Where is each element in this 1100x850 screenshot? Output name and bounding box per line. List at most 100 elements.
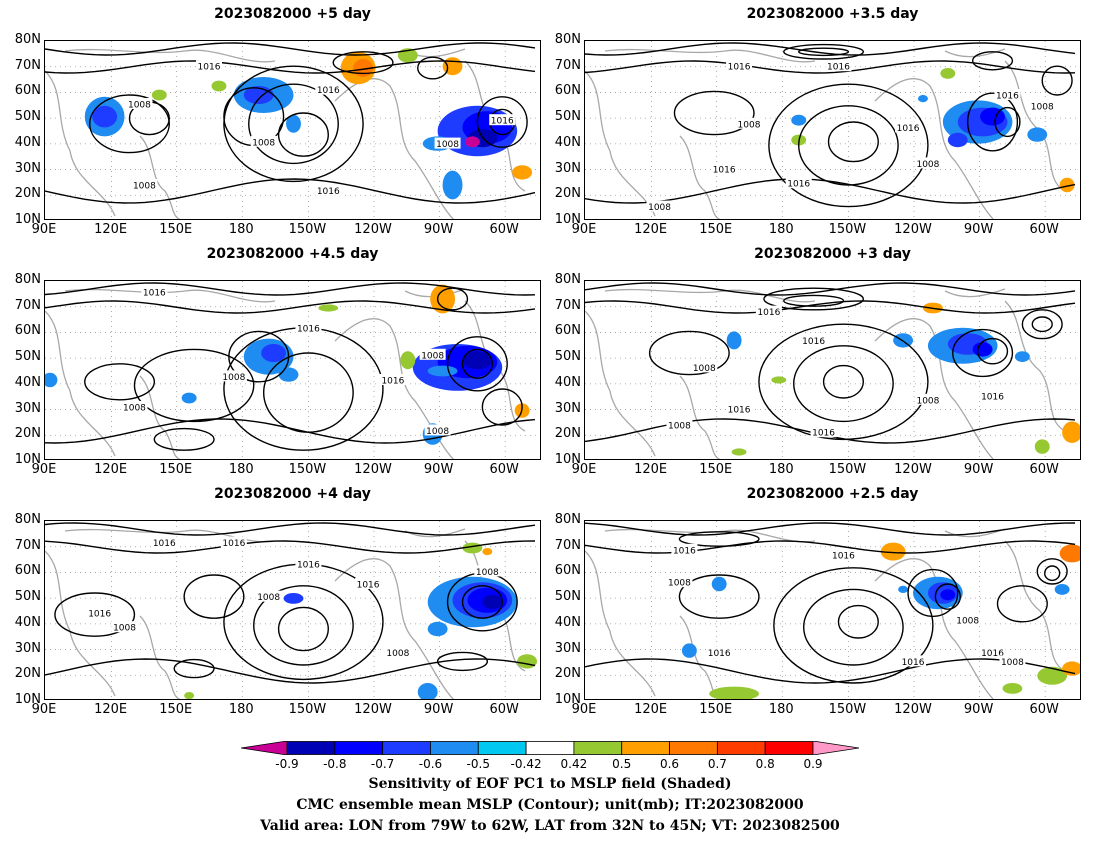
contour-label: 1008 bbox=[916, 396, 939, 406]
lon-tick-label: 150E bbox=[699, 222, 733, 237]
caption-line-2: CMC ensemble mean MSLP (Contour); unit(m… bbox=[296, 797, 804, 813]
lat-tick-label: 20N bbox=[554, 186, 581, 202]
contour-label: 1008 bbox=[421, 351, 444, 361]
contour-label: 1016 bbox=[802, 337, 825, 347]
lat-tick-label: 40N bbox=[554, 134, 581, 150]
contour-label: 1008 bbox=[252, 138, 275, 148]
mslp-contour bbox=[678, 531, 760, 547]
mslp-contour bbox=[971, 51, 1014, 71]
mslp-contour bbox=[461, 585, 503, 619]
map-canvas: 1016 1016 1008 1008 1016 1008 1008 bbox=[45, 281, 540, 459]
contour-label: 1016 bbox=[198, 63, 221, 73]
contour-label: 1008 bbox=[1001, 658, 1024, 668]
sensitivity-shade bbox=[283, 593, 304, 604]
map-panel: 1016 1016 1008 1008 1016 1008 1016 1008 bbox=[44, 40, 541, 220]
lon-tick-label: 120E bbox=[94, 222, 128, 237]
mslp-contour bbox=[585, 178, 1076, 204]
mslp-contour bbox=[585, 300, 1076, 314]
sensitivity-shade bbox=[791, 114, 807, 126]
colorbar-label: -0.9 bbox=[275, 757, 299, 771]
sensitivity-shade bbox=[1059, 177, 1075, 193]
sensitivity-shade bbox=[1002, 683, 1023, 694]
lat-tick-label: 20N bbox=[554, 426, 581, 442]
colorbar-label: 0.8 bbox=[755, 757, 775, 771]
contour-label: 1008 bbox=[426, 427, 449, 437]
mslp-contour bbox=[994, 106, 1021, 138]
colorbar-label: 0.5 bbox=[612, 757, 632, 771]
lat-tick-label: 60N bbox=[554, 563, 581, 579]
contour-label: 1016 bbox=[357, 581, 380, 591]
contour-label: 1016 bbox=[832, 552, 855, 562]
lon-tick-label: 120W bbox=[894, 702, 932, 717]
coastline bbox=[64, 48, 276, 63]
sensitivity-shade bbox=[92, 105, 118, 128]
contour-label: 1016 bbox=[673, 546, 696, 556]
lat-tick-label: 50N bbox=[14, 349, 41, 365]
lat-tick-label: 40N bbox=[14, 134, 41, 150]
lon-tick-label: 120E bbox=[634, 462, 668, 477]
contour-label: 1008 bbox=[133, 182, 156, 192]
contour-label: 1016 bbox=[143, 288, 166, 298]
sensitivity-shade bbox=[261, 344, 287, 362]
coastline bbox=[874, 318, 995, 459]
panel-title: 2023082000 +4 day bbox=[214, 486, 371, 502]
map-panel: 1016 1016 1008 1008 1016 1008 1008 bbox=[44, 280, 541, 460]
mslp-contour bbox=[976, 337, 1009, 365]
mslp-contour bbox=[173, 658, 215, 679]
lat-tick-label: 60N bbox=[14, 83, 41, 99]
lat-tick-label: 80N bbox=[14, 272, 41, 287]
sensitivity-shade bbox=[1014, 351, 1030, 362]
mslp-contour bbox=[183, 574, 245, 619]
mslp-contour bbox=[798, 47, 850, 57]
lon-tick-label: 180 bbox=[768, 462, 794, 477]
sensitivity-shade bbox=[181, 392, 197, 404]
lat-tick-label: 60N bbox=[14, 323, 41, 339]
caption-line-1: Sensitivity of EOF PC1 to MSLP field (Sh… bbox=[368, 776, 732, 792]
lon-tick-label: 120W bbox=[894, 222, 932, 237]
mslp-contour bbox=[45, 658, 536, 684]
map-canvas: 1016 1016 1008 1008 1016 1016 1008 1016 bbox=[585, 281, 1080, 459]
lat-tick-label: 80N bbox=[554, 512, 581, 527]
lon-tick-label: 150W bbox=[828, 702, 867, 717]
lat-tick-label: 20N bbox=[554, 666, 581, 682]
colorbar-segment bbox=[669, 741, 718, 755]
sensitivity-shade bbox=[417, 683, 438, 699]
contour-label: 1008 bbox=[257, 593, 280, 603]
coastline bbox=[45, 70, 116, 217]
lat-tick-label: 70N bbox=[14, 57, 41, 73]
lon-tick-label: 90W bbox=[423, 462, 454, 477]
mslp-contour bbox=[783, 294, 845, 307]
contour-label: 1016 bbox=[297, 324, 320, 334]
coastline bbox=[604, 48, 816, 63]
colorbar-segment bbox=[334, 741, 384, 755]
sensitivity-shade bbox=[427, 365, 458, 377]
sensitivity-shade bbox=[211, 80, 227, 92]
sensitivity-shade bbox=[512, 165, 533, 180]
coastline bbox=[944, 48, 1006, 58]
mslp-contour bbox=[436, 651, 489, 672]
sensitivity-shade bbox=[1027, 127, 1048, 142]
mslp-contour bbox=[934, 583, 961, 610]
contour-label: 1008 bbox=[648, 203, 671, 213]
coastline bbox=[1004, 60, 1066, 192]
lat-tick-label: 70N bbox=[554, 297, 581, 313]
colorbar-label: -0.8 bbox=[323, 757, 347, 771]
contour-label: 1008 bbox=[668, 422, 691, 432]
mslp-contour bbox=[802, 588, 904, 666]
contour-label: 1008 bbox=[222, 373, 245, 383]
lon-tick-label: 90W bbox=[963, 702, 994, 717]
contour-label: 1016 bbox=[491, 117, 514, 127]
mslp-contour bbox=[45, 522, 536, 536]
mslp-contour bbox=[54, 592, 136, 637]
contour-label: 1016 bbox=[812, 429, 835, 439]
lat-tick-label: 70N bbox=[554, 537, 581, 553]
colorbar-label: 0.6 bbox=[659, 757, 680, 771]
lat-tick-label: 40N bbox=[14, 614, 41, 630]
mslp-contour bbox=[585, 522, 1076, 536]
mslp-contour bbox=[446, 336, 508, 392]
coastline bbox=[585, 550, 656, 697]
lat-tick-label: 60N bbox=[14, 563, 41, 579]
colorbar-label: -0.7 bbox=[370, 757, 395, 771]
mslp-contour bbox=[758, 323, 929, 441]
colorbar-label: 0.42 bbox=[560, 757, 588, 771]
